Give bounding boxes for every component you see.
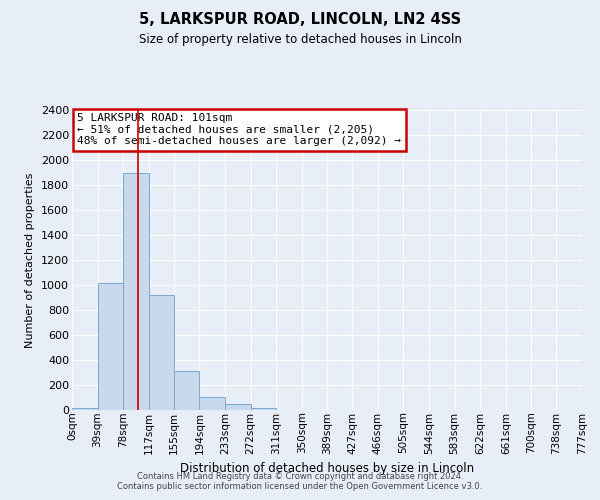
Bar bbox=[149, 295, 174, 410]
Text: Size of property relative to detached houses in Lincoln: Size of property relative to detached ho… bbox=[139, 32, 461, 46]
Bar bbox=[225, 404, 251, 410]
Bar bbox=[251, 408, 276, 410]
Bar bbox=[72, 408, 98, 410]
Text: 5, LARKSPUR ROAD, LINCOLN, LN2 4SS: 5, LARKSPUR ROAD, LINCOLN, LN2 4SS bbox=[139, 12, 461, 28]
Y-axis label: Number of detached properties: Number of detached properties bbox=[25, 172, 35, 348]
Text: Contains HM Land Registry data © Crown copyright and database right 2024.: Contains HM Land Registry data © Crown c… bbox=[137, 472, 463, 481]
Bar bbox=[98, 282, 123, 410]
Text: 5 LARKSPUR ROAD: 101sqm
← 51% of detached houses are smaller (2,205)
48% of semi: 5 LARKSPUR ROAD: 101sqm ← 51% of detache… bbox=[77, 113, 401, 146]
X-axis label: Distribution of detached houses by size in Lincoln: Distribution of detached houses by size … bbox=[180, 462, 474, 475]
Text: Contains public sector information licensed under the Open Government Licence v3: Contains public sector information licen… bbox=[118, 482, 482, 491]
Bar bbox=[123, 172, 149, 410]
Bar bbox=[199, 397, 225, 410]
Bar bbox=[174, 370, 199, 410]
